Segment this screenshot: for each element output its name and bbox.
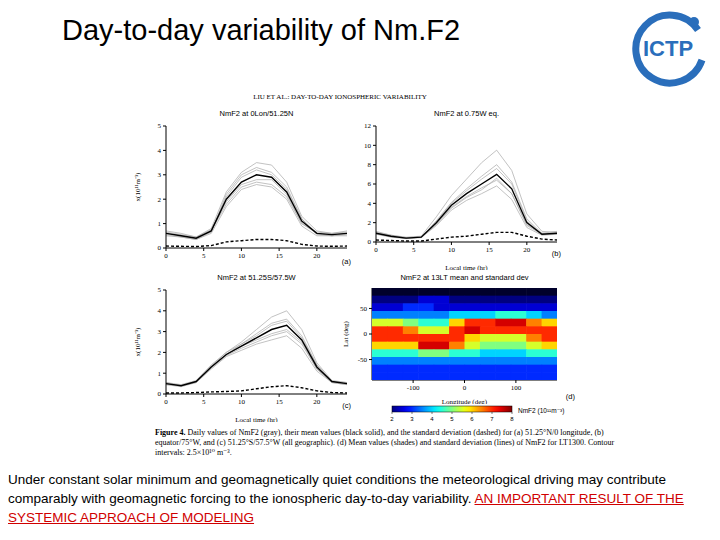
svg-text:2: 2	[368, 219, 372, 227]
svg-text:8: 8	[510, 416, 514, 422]
svg-text:1: 1	[158, 220, 162, 228]
svg-text:5: 5	[202, 398, 206, 406]
svg-text:6: 6	[470, 416, 474, 422]
svg-text:15: 15	[276, 398, 284, 406]
svg-text:1: 1	[158, 370, 162, 378]
svg-text:3: 3	[158, 328, 162, 336]
svg-text:Local time (hr): Local time (hr)	[445, 264, 488, 270]
svg-text:4: 4	[368, 200, 372, 208]
svg-text:2: 2	[390, 416, 394, 422]
svg-text:0: 0	[158, 244, 162, 252]
svg-text:5: 5	[158, 286, 162, 294]
html-text:Figure 4. Daily values of NmF2: Figure 4. Daily values of NmF2 (gray), t…	[155, 428, 615, 457]
html-text:Day-to-day variability of Nm.F: Day-to-day variability of Nm.F2	[62, 14, 461, 46]
svg-text:ICTP: ICTP	[643, 36, 693, 61]
svg-text:20: 20	[523, 246, 531, 254]
svg-text:0: 0	[374, 246, 378, 254]
svg-text:6: 6	[368, 180, 372, 188]
svg-text:NmF2 (10¹¹m⁻³): NmF2 (10¹¹m⁻³)	[518, 407, 564, 415]
html-text:(d): (d)	[565, 392, 575, 401]
html-text:(a): (a)	[341, 257, 351, 266]
svg-text:4: 4	[158, 307, 162, 315]
svg-text:20: 20	[313, 398, 321, 406]
svg-text:x(10¹¹m⁻³): x(10¹¹m⁻³)	[134, 327, 142, 357]
html-text:(b): (b)	[551, 249, 561, 258]
svg-text:7: 7	[490, 416, 494, 422]
svg-text:3: 3	[410, 416, 414, 422]
html-text:(c): (c)	[342, 401, 351, 410]
svg-text:10: 10	[238, 398, 246, 406]
svg-text:20: 20	[313, 252, 321, 260]
svg-text:2: 2	[158, 349, 162, 357]
html-text:NmF2 at 0.75W eq.: NmF2 at 0.75W eq.	[434, 109, 499, 118]
svg-text:5: 5	[202, 252, 206, 260]
svg-text:10: 10	[364, 142, 372, 150]
svg-text:-50: -50	[358, 356, 368, 364]
svg-text:5: 5	[412, 246, 416, 254]
svg-text:15: 15	[276, 252, 284, 260]
svg-text:50: 50	[360, 305, 368, 313]
svg-text:5: 5	[158, 122, 162, 130]
html-text:Under constant solar minimum a: Under constant solar minimum and geomagn…	[8, 472, 684, 525]
svg-text:3: 3	[158, 171, 162, 179]
html-text:LIU ET AL.: DAY-TO-DAY IONOSPH: LIU ET AL.: DAY-TO-DAY IONOSPHERIC VARIA…	[253, 93, 427, 101]
svg-text:0: 0	[368, 238, 372, 246]
svg-text:4: 4	[158, 147, 162, 155]
html-text:NmF2 at 13LT mean and standard: NmF2 at 13LT mean and standard dev	[400, 273, 529, 282]
svg-text:0: 0	[158, 390, 162, 398]
svg-text:15: 15	[486, 246, 494, 254]
svg-text:0: 0	[463, 384, 467, 392]
svg-text:0: 0	[164, 252, 168, 260]
svg-text:Local time (hr): Local time (hr)	[235, 416, 278, 422]
svg-text:2: 2	[158, 196, 162, 204]
svg-text:12: 12	[364, 122, 372, 130]
svg-text:5: 5	[450, 416, 454, 422]
svg-text:4: 4	[430, 416, 434, 422]
svg-text:10: 10	[448, 246, 456, 254]
svg-text:Lat (deg): Lat (deg)	[342, 320, 350, 347]
svg-text:0: 0	[364, 330, 368, 338]
svg-text:10: 10	[238, 252, 246, 260]
svg-text:Longitude (deg): Longitude (deg)	[442, 398, 488, 404]
svg-text:0: 0	[164, 398, 168, 406]
svg-text:-100: -100	[407, 384, 420, 392]
svg-text:x(10¹¹m⁻³): x(10¹¹m⁻³)	[134, 172, 142, 202]
html-text:NmF2 at 0Lon/51.25N: NmF2 at 0Lon/51.25N	[219, 109, 294, 118]
svg-text:100: 100	[511, 384, 522, 392]
html-text:NmF2 at 51.25S/57.5W: NmF2 at 51.25S/57.5W	[217, 273, 296, 282]
svg-text:8: 8	[368, 161, 372, 169]
